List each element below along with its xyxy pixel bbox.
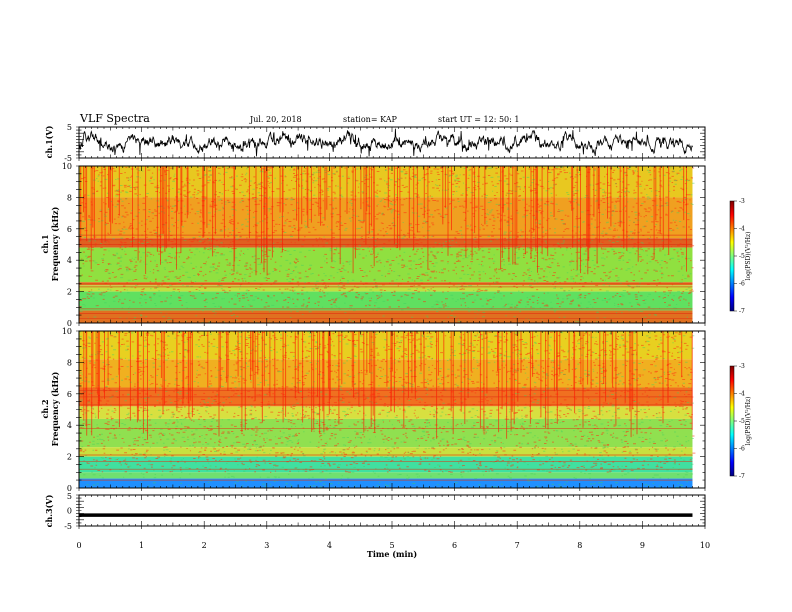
colorbar-tick-label: -3: [739, 363, 745, 370]
x-tick-label: 3: [264, 541, 269, 550]
colorbar-tick-label: -6: [739, 281, 745, 288]
spectrogram-band: [79, 247, 693, 283]
frequency-tick-label: 8: [67, 358, 72, 367]
x-axis-tick-labels: 0 1 2 3 4 5 6 7 8 9 10: [76, 541, 710, 550]
x-ticks: [78, 331, 706, 491]
spectrogram-narrowband-lines: [79, 234, 693, 319]
x-tick-label: 9: [640, 541, 645, 550]
ch2-colorbar: -3 -4 -5 -6 -7 log(PSD)(V²/Hz): [729, 363, 752, 480]
x-tick-label: 1: [139, 541, 144, 550]
ch2-colorbar-gradient: [730, 366, 734, 476]
ch1-ytick-bottom: -5: [64, 154, 72, 163]
ch1-waveform-ylabel: ch.1(V): [44, 125, 54, 158]
x-tick-label: 10: [700, 541, 710, 550]
ch1-colorbar-ticks: -3 -4 -5 -6 -7: [734, 198, 745, 315]
ch2-spectrogram-ylabel-top: ch.2: [40, 399, 50, 418]
y-ticks: [76, 126, 705, 159]
spectrogram-band: [79, 447, 693, 457]
y-ticks: [76, 330, 705, 489]
y-ticks: [76, 165, 705, 324]
ch1-spectrogram-panel: 0 2 4 6 8 10 ch.1 Frequency (kHz): [40, 162, 706, 328]
ch1-spectrogram-ytick-labels: 0 2 4 6 8 10: [62, 162, 72, 328]
colorbar-tick-label: -4: [739, 226, 745, 233]
x-axis-label: Time (min): [367, 549, 417, 559]
colorbar-tick-label: -7: [739, 308, 745, 315]
ch3-waveform-ylabel: ch.3(V): [44, 494, 54, 527]
x-ticks: [78, 495, 706, 529]
colorbar-tick-label: -4: [739, 391, 745, 398]
spectrogram-band: [79, 456, 693, 473]
ch1-colorbar: -3 -4 -5 -6 -7 log(PSD)(V²/Hz): [729, 198, 752, 315]
spectrogram-band: [79, 406, 693, 419]
x-tick-label: 6: [452, 541, 457, 550]
ch1-waveform-line: [78, 128, 693, 157]
x-tick-label: 0: [76, 541, 81, 550]
ch2-colorbar-label: log(PSD)(V²/Hz): [745, 397, 752, 446]
ch1-colorbar-label: log(PSD)(V²/Hz): [745, 232, 752, 281]
frequency-tick-label: 6: [67, 390, 72, 399]
spectrogram-sferic-streaks: [83, 331, 693, 440]
spectrogram-band: [79, 238, 693, 248]
ch2-spectrogram-ticks: [76, 330, 706, 491]
ch2-spectrogram-panel: 0 2 4 6 8 10 ch.2 Frequency (kHz): [40, 327, 706, 493]
ch1-ytick-top: 5: [67, 123, 72, 132]
frequency-tick-label: 0: [67, 319, 72, 328]
ch3-ytick-bottom: -5: [64, 522, 72, 531]
ch1-spectrogram-ticks: [76, 165, 706, 326]
ch1-waveform-trace: [78, 128, 693, 157]
spectrogram-band: [79, 418, 693, 448]
colorbar-tick-label: -7: [739, 473, 745, 480]
spectrogram-band: [79, 478, 693, 488]
ch1-spectrogram-ylabel-top: ch.1: [40, 234, 50, 253]
frequency-tick-label: 0: [67, 484, 72, 493]
ch3-waveform-ticks: 0: [67, 494, 706, 529]
spectrogram-sferic-streaks: [80, 166, 687, 276]
colorbar-tick-label: -3: [739, 198, 745, 205]
start-time-label: start UT = 12: 50: 1: [438, 115, 519, 124]
spectrogram-band: [79, 472, 693, 479]
x-ticks: [78, 166, 706, 326]
frequency-tick-label: 2: [67, 288, 72, 297]
frequency-tick-label: 2: [67, 453, 72, 462]
ch1-waveform-panel: 5 -5 ch.1(V): [44, 123, 706, 163]
colorbar-gradient-rect: [730, 201, 734, 311]
ch2-spectrogram-ytick-labels: 0 2 4 6 8 10: [62, 327, 72, 493]
ch3-ytick-top: 5: [67, 492, 72, 501]
x-tick-label: 8: [577, 541, 582, 550]
spectrogram-narrowband-lines: [79, 390, 693, 481]
ch1-spectrogram-image: [79, 165, 695, 324]
colorbar-tick-label: -5: [739, 418, 745, 425]
colorbar-gradient-rect: [730, 366, 734, 476]
x-ticks: [78, 127, 706, 161]
spectrogram-band: [79, 291, 693, 311]
x-tick-label: 5: [389, 541, 394, 550]
ch1-waveform-ticks: [76, 126, 706, 161]
x-tick-label: 4: [327, 541, 332, 550]
frequency-tick-label: 4: [67, 421, 72, 430]
station-label: station= KAP: [343, 115, 398, 124]
frequency-tick-label: 10: [62, 162, 72, 171]
ch2-spectrogram-ylabel: Frequency (kHz): [50, 371, 60, 446]
ch3-waveform-panel: 0 5 -5 ch.3(V): [44, 492, 706, 531]
spectrogram-band: [79, 331, 693, 360]
ch1-colorbar-gradient: [730, 201, 734, 311]
spectrogram-band: [79, 285, 693, 292]
figure-title: VLF Spectra: [79, 112, 150, 125]
date-label: Jul. 20, 2018: [249, 115, 302, 124]
ch2-colorbar-ticks: -3 -4 -5 -6 -7: [734, 363, 745, 480]
frequency-tick-label: 8: [67, 193, 72, 202]
x-tick-label: 2: [202, 541, 207, 550]
spectrogram-band: [79, 359, 693, 388]
colorbar-tick-label: -5: [739, 253, 745, 260]
y-ticks: [76, 494, 705, 527]
x-tick-label: 7: [515, 541, 520, 550]
frequency-tick-label: 6: [67, 225, 72, 234]
frequency-tick-label: 4: [67, 256, 72, 265]
ch3-ytick-middle: 0: [67, 507, 72, 516]
ch1-spectrogram-ylabel: Frequency (kHz): [50, 206, 60, 281]
frequency-tick-label: 10: [62, 327, 72, 336]
ch2-spectrogram-image: [79, 330, 696, 489]
colorbar-tick-label: -6: [739, 446, 745, 453]
